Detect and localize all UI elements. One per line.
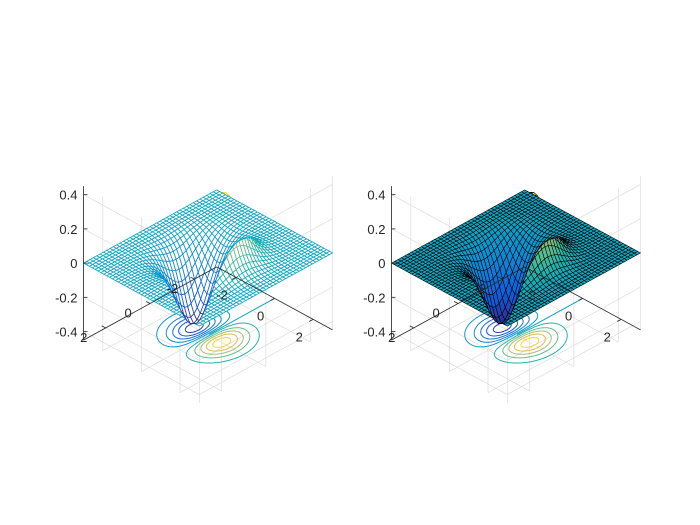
z-tick-label: -0.4: [363, 325, 385, 340]
contour-line: [185, 322, 260, 364]
tick-labels: -202-202-0.4-0.200.20.4: [363, 188, 622, 345]
x-tick-label: 2: [604, 329, 611, 344]
surface: [82, 189, 334, 327]
wall-grid-z: [391, 297, 508, 361]
x-tick-mark: [270, 298, 275, 301]
y-tick-mark: [145, 301, 151, 304]
surface-patch: [520, 189, 529, 194]
z-tick-label: -0.2: [55, 290, 77, 305]
wall-grid-z: [391, 331, 508, 395]
contour-line: [520, 337, 540, 348]
y-tick-mark: [101, 325, 106, 329]
y-tick-label: -2: [475, 281, 487, 296]
z-tick-label: -0.2: [363, 290, 385, 305]
x-tick-label: 0: [565, 308, 572, 323]
z-tick-label: 0.2: [59, 222, 77, 237]
floor-grid-y: [413, 327, 530, 392]
mesh-surface-plot: -202-202-0.4-0.200.20.4: [55, 175, 334, 404]
y-tick-mark: [190, 276, 195, 280]
y-tick-mark: [453, 301, 459, 304]
x-tick-mark: [617, 319, 622, 322]
x-tick-mark: [539, 277, 545, 280]
contour-line: [212, 337, 232, 348]
contour-line: [205, 333, 238, 352]
x-tick-label: 2: [296, 329, 303, 344]
contour-zero-line: [208, 297, 275, 335]
y-tick-label: 2: [80, 330, 87, 345]
contour-line: [493, 322, 568, 364]
surface: [390, 189, 642, 327]
wall-grid-z: [83, 331, 200, 395]
y-tick-label: -2: [167, 281, 179, 296]
mesh-patch: [212, 189, 221, 194]
x-tick-label: -2: [216, 287, 228, 302]
contour-line: [513, 333, 546, 352]
surfc-surface-plot: -202-202-0.4-0.200.20.4: [363, 175, 642, 404]
y-tick-label: 0: [124, 305, 131, 320]
tick-labels: -202-202-0.4-0.200.20.4: [55, 188, 314, 345]
z-tick-label: 0: [378, 256, 385, 271]
z-tick-label: -0.4: [55, 325, 77, 340]
x-tick-mark: [578, 298, 583, 301]
wall-grid-z: [507, 286, 641, 361]
x-tick-mark: [231, 277, 237, 280]
x-tick-label: 0: [257, 308, 264, 323]
x-tick-label: -2: [524, 287, 536, 302]
wall-grid-z: [199, 286, 333, 361]
floor-grid-y: [105, 327, 222, 392]
z-tick-label: 0.4: [367, 188, 385, 203]
floor-grid-y: [149, 303, 267, 367]
x-tick-mark: [309, 319, 314, 322]
contour-zero-line: [516, 297, 583, 335]
floor-grid-y: [457, 303, 575, 367]
y-tick-mark: [409, 325, 414, 329]
wall-grid-z: [199, 321, 333, 395]
y-tick-mark: [498, 276, 503, 280]
contour-line: [194, 327, 251, 359]
z-tick-label: 0.4: [59, 188, 77, 203]
z-tick-label: 0.2: [367, 222, 385, 237]
contour-line: [502, 327, 559, 359]
wall-grid-z: [83, 297, 200, 361]
y-tick-label: 0: [432, 305, 439, 320]
contour-line: [200, 330, 244, 355]
y-tick-label: 2: [388, 330, 395, 345]
contour-line: [508, 330, 552, 355]
wall-grid-z: [507, 321, 641, 395]
z-tick-label: 0: [70, 256, 77, 271]
